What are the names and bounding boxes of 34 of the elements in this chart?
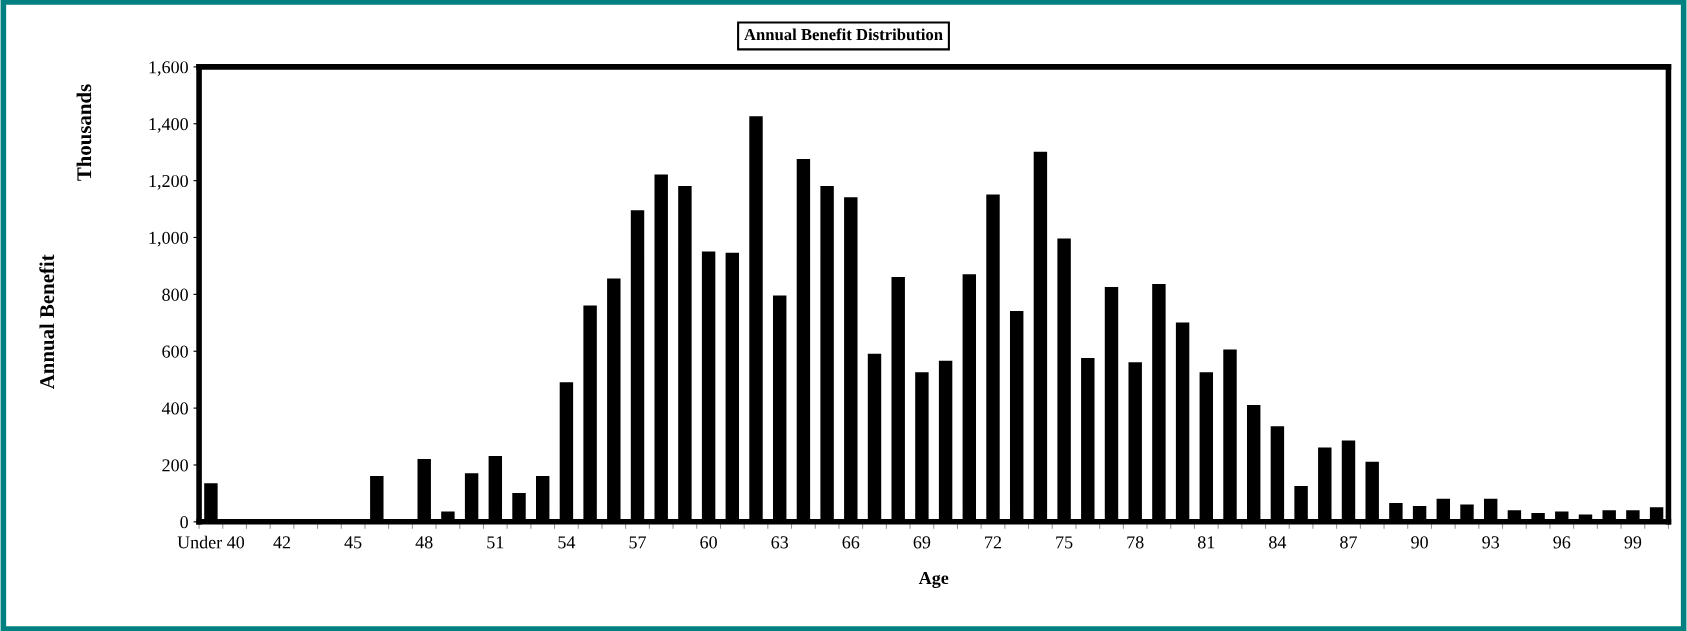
y-tick-label: 1,400 bbox=[149, 118, 188, 133]
y-tick-label: 800 bbox=[162, 288, 188, 301]
x-tick-label: 78 bbox=[1127, 536, 1144, 549]
x-tick-label: 72 bbox=[985, 536, 1002, 549]
text: Thousands bbox=[76, 84, 92, 181]
x-tick-label: 99 bbox=[1624, 536, 1642, 549]
x-tick-label: 81 bbox=[1197, 536, 1215, 549]
y-tick-label: 600 bbox=[162, 345, 188, 358]
x-tick-label: 63 bbox=[771, 536, 789, 549]
y-tick-label: 1,200 bbox=[149, 174, 188, 190]
chart-title: Annual Benefit Distribution bbox=[744, 28, 943, 41]
x-tick-label: 84 bbox=[1269, 536, 1287, 549]
y-tick-label: 0 bbox=[180, 516, 188, 529]
x-tick-label: 54 bbox=[558, 536, 576, 549]
x-tick-label: 93 bbox=[1482, 536, 1500, 549]
x-tick-label: 75 bbox=[1056, 536, 1073, 549]
y-tick-label: 400 bbox=[161, 402, 188, 415]
x-tick-label: 87 bbox=[1340, 536, 1358, 549]
y-axis-title: Annual Benefit bbox=[39, 254, 55, 390]
x-tick-label: 66 bbox=[842, 536, 860, 549]
x-tick-label: 69 bbox=[913, 536, 931, 549]
x-tick-label: 60 bbox=[700, 536, 717, 549]
x-tick-label: Under 40 bbox=[177, 535, 245, 549]
x-tick-label: 51 bbox=[487, 536, 504, 549]
y-tick-label: 1,000 bbox=[149, 231, 188, 247]
x-tick-label: 96 bbox=[1553, 536, 1571, 549]
x-tick-label: 57 bbox=[629, 536, 647, 549]
x-tick-label: 42 bbox=[273, 536, 291, 549]
y-tick-label: 200 bbox=[162, 459, 188, 472]
y-tick-label: 1,600 bbox=[149, 61, 188, 76]
x-tick-label: 90 bbox=[1411, 536, 1428, 549]
x-axis-title: Age bbox=[918, 572, 949, 588]
x-tick-label: 45 bbox=[344, 536, 362, 549]
x-tick-label: 48 bbox=[415, 536, 433, 549]
